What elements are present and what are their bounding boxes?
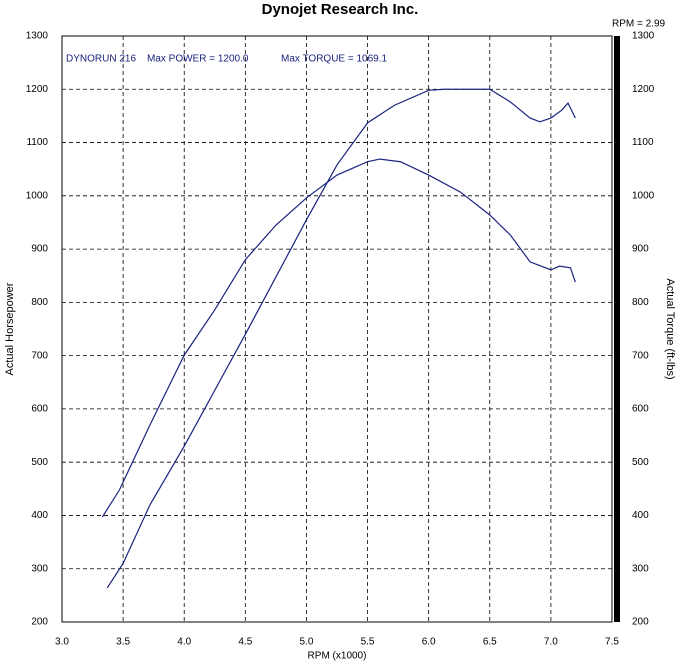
corner-label: RPM = 2.99 [612,19,666,30]
x-tick-label: 3.0 [55,637,69,648]
y2-tick-label: 200 [632,617,649,628]
x-tick-label: 6.5 [483,637,497,648]
x-tick-label: 4.5 [238,637,252,648]
x-tick-label: 3.5 [116,637,130,648]
x-axis-label: RPM (x1000) [308,651,367,662]
x-tick-label: 7.0 [544,637,558,648]
annotation: Max TORQUE = 1069.1 [281,54,388,65]
data-line [101,158,576,518]
data-line [106,88,576,589]
y2-tick-label: 300 [632,563,649,574]
y-tick-label: 900 [31,244,48,255]
annotation: DYNORUN 216 [66,54,136,65]
y-tick-label: 400 [31,510,48,521]
y2-tick-label: 1200 [632,84,655,95]
chart-title: Dynojet Research Inc. [262,1,419,18]
y2-axis-label: Actual Torque (ft-lbs) [664,278,676,379]
x-tick-label: 5.5 [361,637,375,648]
y2-tick-label: 400 [632,510,649,521]
x-tick-label: 5.0 [299,637,313,648]
y-tick-label: 1200 [26,84,49,95]
y-tick-label: 1000 [26,190,49,201]
y2-tick-label: 700 [632,350,649,361]
y-tick-label: 1300 [26,31,49,42]
y-tick-label: 300 [31,563,48,574]
y-axis-label: Actual Horsepower [4,282,16,375]
y2-tick-label: 1000 [632,190,655,201]
x-tick-label: 6.0 [422,637,436,648]
x-tick-label: 7.5 [605,637,619,648]
y2-tick-label: 500 [632,457,649,468]
y-tick-label: 600 [31,404,48,415]
y-tick-label: 500 [31,457,48,468]
right-axis-bar [614,36,620,622]
y2-tick-label: 1100 [632,137,654,148]
y-tick-label: 800 [31,297,48,308]
y2-tick-label: 800 [632,297,649,308]
y2-tick-label: 600 [632,404,649,415]
y2-tick-label: 1300 [632,31,655,42]
y-tick-label: 1100 [26,137,48,148]
plot-frame [61,35,613,623]
y-tick-label: 700 [31,350,48,361]
annotation: Max POWER = 1200.0 [147,54,249,65]
x-tick-label: 4.0 [177,637,191,648]
y2-tick-label: 900 [632,244,649,255]
y-tick-label: 200 [31,617,48,628]
